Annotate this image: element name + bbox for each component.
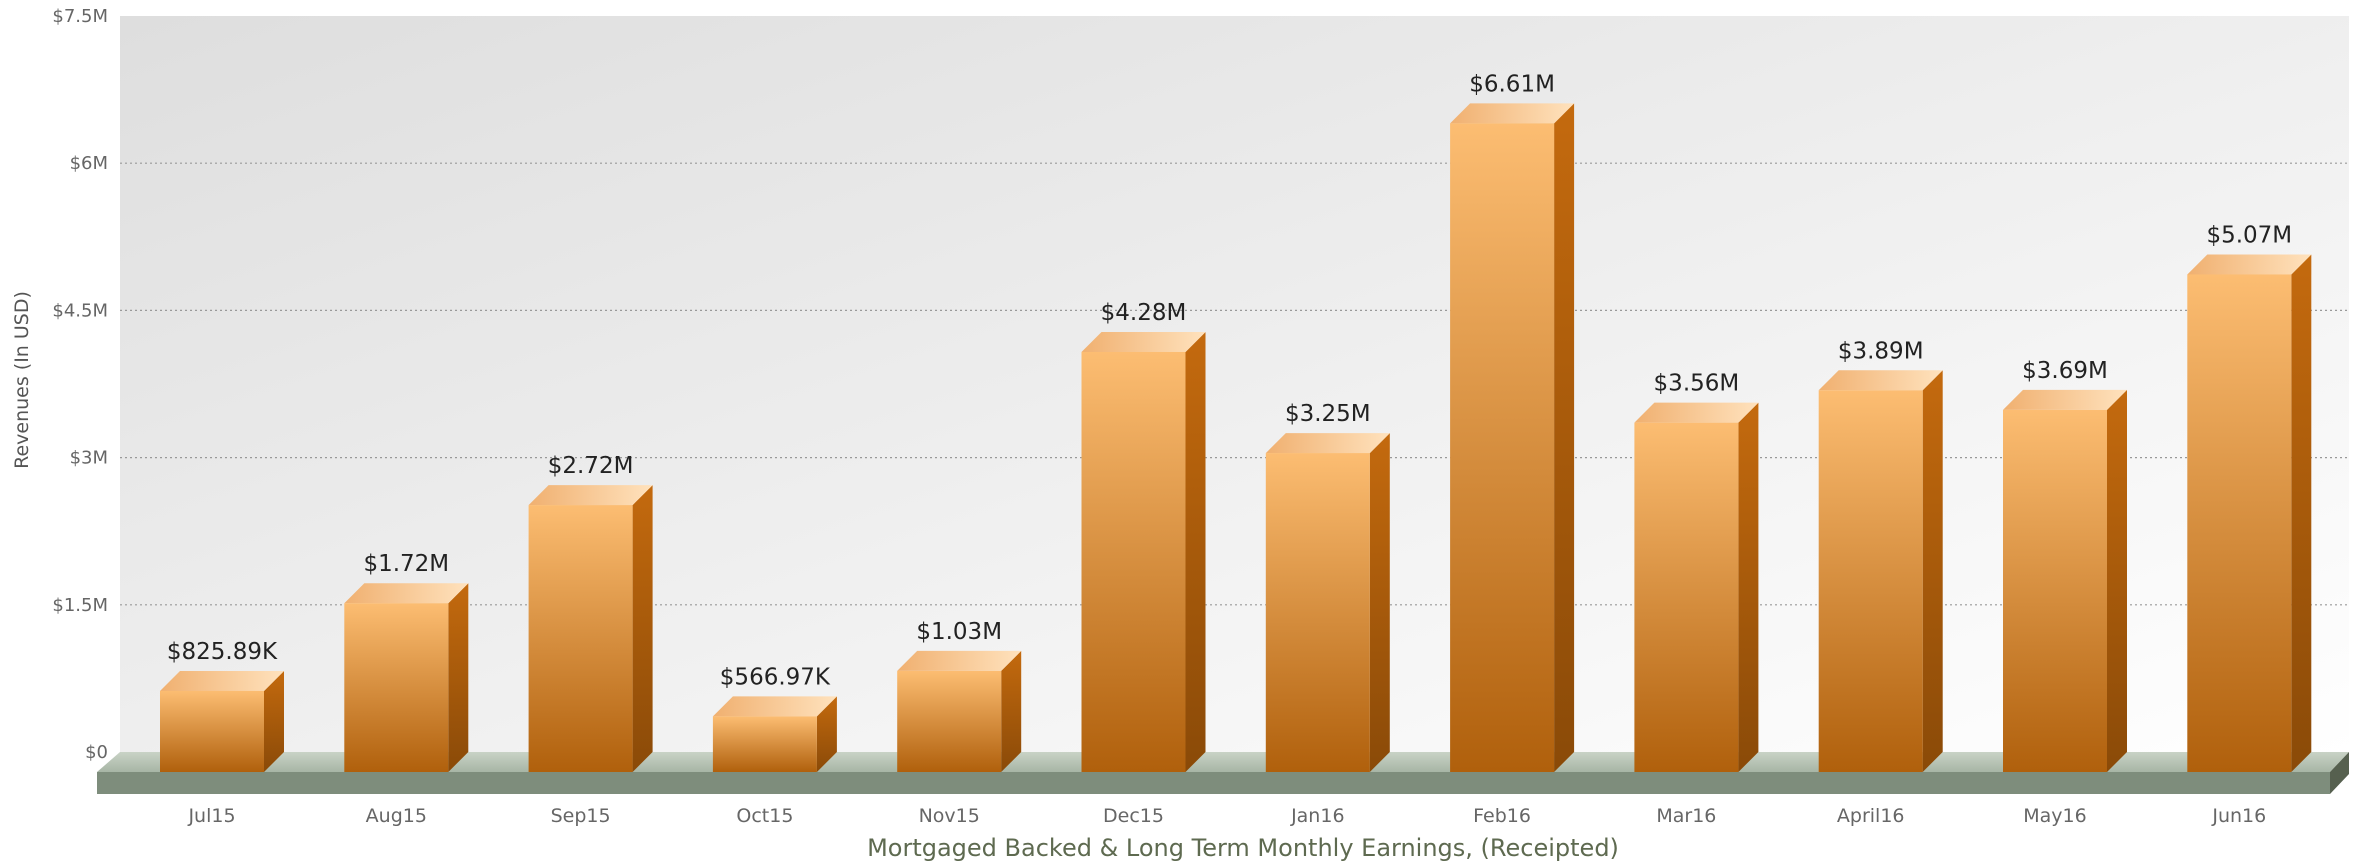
bar-May16: [2003, 389, 2127, 772]
x-tick-label: Jul15: [187, 805, 235, 827]
x-tick-label: Feb16: [1473, 805, 1531, 827]
data-label: $6.61M: [1469, 71, 1555, 97]
bar-top: [344, 583, 469, 604]
data-label: $3.56M: [1654, 371, 1740, 397]
bar-top: [2187, 254, 2312, 275]
data-label: $3.25M: [1285, 401, 1371, 427]
x-tick-label: Aug15: [366, 805, 427, 827]
bars: $825.89K $1.72M $2.72M $566.97K $1.03M $4.28M…: [160, 71, 2312, 773]
bar-side: [1369, 433, 1390, 772]
bar-Jun16: [2187, 254, 2312, 773]
chart-floor: [97, 752, 2349, 794]
x-tick-label: Jun16: [2211, 805, 2266, 827]
x-tick-label: Mar16: [1656, 805, 1716, 827]
bar-top: [1081, 331, 1206, 352]
y-tick-label: $6M: [70, 153, 108, 174]
y-axis-ticks: $0 $1.5M $3M $4.5M $6M $7.5M: [52, 6, 108, 763]
bar-Jan16: [1265, 433, 1390, 772]
bar-front: [1081, 351, 1186, 772]
bar-side: [816, 696, 837, 772]
plot-area: [120, 16, 2349, 756]
x-tick-label: Jan16: [1290, 805, 1344, 827]
gridlines: [120, 162, 2349, 606]
bar-top: [1634, 402, 1759, 423]
bar-front: [2187, 274, 2292, 772]
bar-Aug15: [344, 583, 469, 772]
bar-top: [712, 696, 837, 717]
data-label: $566.97K: [720, 664, 831, 690]
bar-side: [264, 670, 284, 772]
bar-front: [2003, 409, 2107, 772]
bar-front: [160, 690, 264, 772]
bar-side: [632, 485, 653, 772]
bar-side: [2291, 254, 2312, 773]
y-tick-label: $3M: [70, 448, 108, 469]
bar-side: [1738, 402, 1759, 772]
x-axis-title: Mortgaged Backed & Long Term Monthly Ear…: [867, 834, 1619, 862]
x-tick-label: April16: [1837, 805, 1905, 827]
bar-top: [1450, 103, 1575, 124]
data-label: $3.69M: [2022, 358, 2108, 384]
data-label: $5.07M: [2206, 222, 2292, 248]
bar-top: [160, 670, 284, 691]
x-tick-label: Oct15: [736, 805, 793, 827]
bar-Dec15: [1081, 331, 1206, 772]
bar-front: [1818, 390, 1923, 772]
bar-Nov15: [897, 650, 1022, 772]
floor-front: [97, 772, 2330, 794]
bar-front: [1265, 453, 1370, 772]
data-label: $2.72M: [548, 453, 634, 479]
bar-side: [1185, 331, 1206, 772]
floor-side: [2330, 752, 2349, 794]
bar-front: [1450, 123, 1555, 772]
bar-top: [528, 485, 653, 506]
bar-side: [1554, 103, 1575, 772]
bar-Feb16: [1450, 103, 1575, 772]
bar-front: [528, 505, 633, 772]
y-tick-label: $4.5M: [52, 300, 108, 321]
bar-Sep15: [528, 485, 653, 772]
bar-April16: [1818, 370, 1943, 772]
bar-top: [2003, 389, 2127, 410]
y-tick-label: $7.5M: [52, 6, 108, 27]
y-tick-label: $1.5M: [52, 595, 108, 616]
x-axis-ticks: Jul15 Aug15 Sep15 Oct15 Nov15 Dec15 Jan16 Feb16…: [187, 805, 2266, 827]
x-tick-label: Nov15: [919, 805, 980, 827]
bar-top: [1818, 370, 1943, 391]
bar-front: [344, 603, 449, 772]
bar-top: [1265, 433, 1390, 454]
y-axis-title: Revenues (In USD): [11, 291, 33, 469]
data-label: $4.28M: [1101, 300, 1187, 326]
bar-side: [2107, 389, 2127, 772]
bar-side: [1001, 650, 1022, 772]
data-label: $3.89M: [1838, 338, 1924, 364]
x-tick-label: May16: [2023, 805, 2086, 827]
y-tick-label: $0: [85, 742, 108, 763]
data-label: $825.89K: [167, 639, 278, 665]
bar-front: [897, 670, 1002, 772]
bar-top: [897, 650, 1022, 671]
bar-side: [1922, 370, 1943, 772]
data-label: $1.72M: [363, 551, 449, 577]
floor-top: [97, 752, 2349, 772]
bar-side: [448, 583, 469, 772]
data-label: $1.03M: [916, 619, 1002, 645]
x-tick-label: Dec15: [1103, 805, 1164, 827]
bar-front: [1634, 422, 1739, 772]
bar-front: [712, 716, 817, 772]
bar-Jul15: [160, 670, 284, 772]
x-tick-label: Sep15: [551, 805, 611, 827]
bar-Oct15: [712, 696, 837, 772]
bar-Mar16: [1634, 402, 1759, 772]
